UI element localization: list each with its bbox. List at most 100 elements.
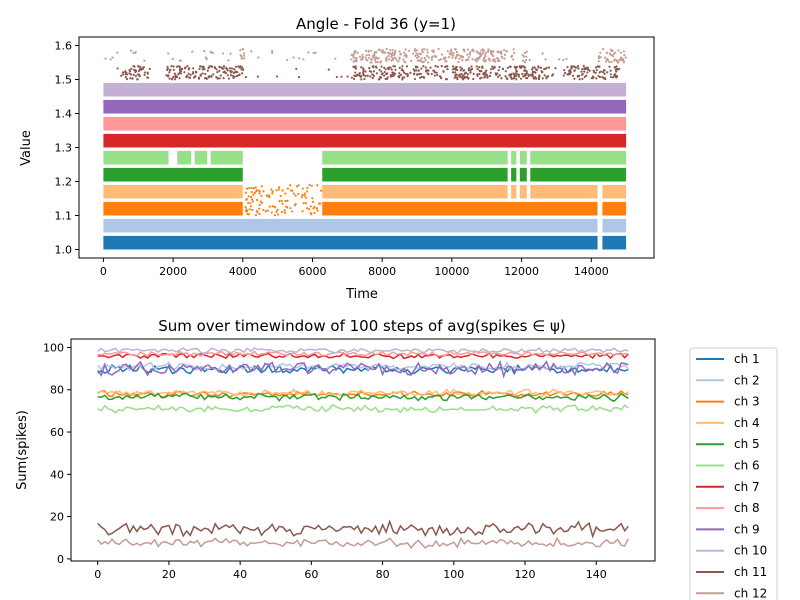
point-ch-11	[380, 65, 383, 68]
point-ch-11	[515, 65, 519, 69]
point-ch-11	[239, 65, 242, 68]
bottom-x-tick-label: 0	[94, 568, 101, 581]
point-ch-11	[461, 74, 465, 77]
point-ch-12	[407, 49, 411, 52]
point-ch-11	[179, 69, 182, 72]
point-ch-11	[498, 66, 501, 69]
point-ch-12	[366, 59, 369, 62]
point-ch-11	[404, 72, 407, 75]
point-ch-11	[173, 72, 176, 75]
point-ch-12	[404, 48, 407, 51]
point-ch-11	[484, 71, 487, 74]
point-ch-11	[615, 74, 618, 77]
point-ch-12	[355, 60, 358, 63]
point-ch-11	[464, 71, 468, 75]
point-ch-12	[525, 50, 528, 53]
point-ch-11	[569, 68, 572, 72]
point-ch-11	[360, 78, 363, 81]
point-ch-11	[435, 71, 438, 74]
point-ch-12	[502, 48, 506, 52]
point-ch-3-ch-4-intrusions	[301, 210, 304, 213]
point-ch-12	[466, 53, 469, 56]
point-ch-11	[188, 76, 192, 79]
point-ch-11	[146, 71, 149, 74]
point-ch-11	[467, 67, 471, 70]
point-ch-12	[447, 56, 450, 59]
point-ch-11-outlier	[609, 69, 612, 72]
point-ch-12	[379, 61, 382, 64]
point-ch-11-outlier	[554, 67, 557, 70]
point-ch-12	[241, 47, 245, 51]
point-ch-12	[452, 54, 455, 57]
point-ch-11	[172, 65, 175, 68]
point-ch-12	[611, 49, 614, 52]
point-ch-12	[487, 48, 490, 51]
point-ch-11	[230, 67, 234, 70]
point-ch-11-outlier	[523, 74, 526, 78]
point-ch-11	[387, 68, 390, 71]
point-ch-12	[361, 58, 364, 61]
point-ch-12	[352, 54, 355, 57]
point-ch-12	[524, 58, 528, 62]
point-ch-12	[390, 59, 393, 62]
point-ch-12-outlier	[489, 50, 492, 53]
point-ch-3-ch-4-intrusions	[271, 190, 274, 193]
point-ch-11-outlier	[567, 73, 570, 76]
point-ch-12	[369, 49, 373, 52]
point-ch-12	[398, 56, 401, 59]
point-ch-11	[476, 73, 479, 76]
point-ch-11	[496, 72, 499, 75]
point-ch-11	[192, 67, 195, 70]
point-ch-12	[390, 55, 393, 58]
point-ch-3-ch-4-intrusions	[303, 194, 306, 197]
point-ch-3-ch-4-intrusions	[247, 201, 250, 205]
point-ch-11	[218, 77, 221, 80]
point-ch-11	[122, 73, 125, 76]
legend-label-ch-11: ch 11	[734, 565, 767, 579]
point-ch-11	[412, 73, 416, 76]
point-ch-12	[380, 50, 383, 53]
point-ch-11	[609, 73, 612, 76]
point-ch-12	[393, 54, 396, 57]
point-ch-3-ch-4-intrusions	[247, 213, 251, 216]
point-ch-11-outlier	[563, 69, 566, 72]
point-ch-11	[212, 73, 215, 76]
point-ch-12-outlier	[104, 57, 107, 60]
point-ch-3-ch-4-intrusions	[289, 184, 292, 187]
point-ch-11	[229, 74, 233, 77]
point-ch-3-ch-4-intrusions	[258, 203, 261, 207]
point-ch-11	[420, 67, 423, 70]
band-ch-2-segment-1	[602, 218, 627, 233]
band-ch-3-segment-0	[103, 201, 243, 216]
point-ch-12	[484, 55, 487, 58]
point-ch-11	[418, 76, 422, 79]
point-ch-12	[493, 60, 497, 63]
point-ch-3-ch-4-intrusions	[255, 198, 259, 202]
point-ch-12-outlier	[130, 49, 133, 52]
point-ch-11	[506, 66, 509, 70]
point-ch-12	[477, 52, 480, 55]
point-ch-11	[384, 77, 387, 80]
point-ch-12	[474, 58, 477, 61]
point-ch-11	[143, 71, 146, 74]
point-ch-3-ch-4-intrusions	[292, 192, 295, 195]
point-ch-12	[374, 61, 378, 64]
point-ch-12	[617, 49, 620, 52]
point-ch-11	[216, 77, 219, 80]
series-line-ch-2	[97, 361, 629, 372]
point-ch-12	[452, 52, 455, 55]
point-ch-3-ch-4-intrusions	[252, 193, 255, 196]
point-ch-11	[510, 77, 513, 80]
point-ch-12-outlier	[171, 57, 175, 61]
point-ch-3-ch-4-intrusions	[301, 187, 304, 190]
point-ch-11	[586, 68, 589, 71]
point-ch-11	[364, 70, 367, 73]
point-ch-3-ch-4-intrusions	[244, 191, 248, 194]
point-ch-12	[361, 55, 364, 59]
point-ch-12	[411, 52, 415, 55]
point-ch-12	[457, 60, 460, 64]
point-ch-11	[527, 75, 530, 78]
bottom-y-tick-label: 20	[50, 511, 64, 524]
band-ch-3-segment-2	[602, 201, 627, 216]
point-ch-11	[170, 78, 174, 81]
